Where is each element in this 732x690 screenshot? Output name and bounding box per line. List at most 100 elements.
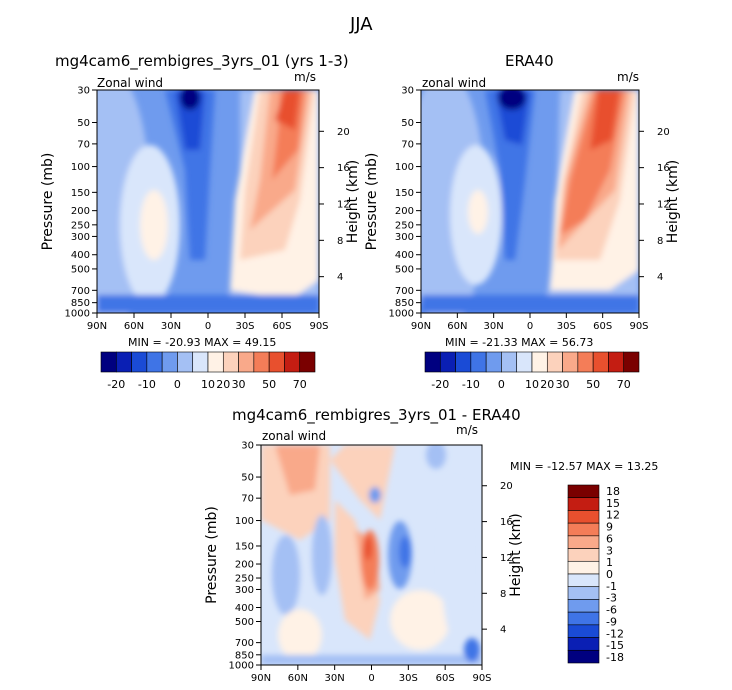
panel2-title: ERA40 bbox=[505, 52, 554, 70]
p-tick-label: 250 bbox=[395, 220, 414, 231]
colorbar-label: -10 bbox=[138, 378, 156, 391]
y-axis-title: Pressure (mb) bbox=[364, 153, 380, 251]
p-tick-label: 1000 bbox=[389, 309, 414, 320]
p-tick-label: 700 bbox=[71, 286, 90, 297]
colorbar-label: 3 bbox=[606, 544, 613, 557]
x-tick-label: 60N bbox=[288, 673, 308, 684]
colorbar-box bbox=[222, 351, 239, 373]
colorbar-box bbox=[567, 510, 600, 524]
p-tick-label: 500 bbox=[395, 264, 414, 275]
colorbar-label: -15 bbox=[606, 639, 624, 652]
h-tick-label: 4 bbox=[500, 625, 506, 636]
colorbar-label: 12 bbox=[606, 509, 620, 522]
x-tick-label: 90S bbox=[309, 321, 328, 332]
panel1-plot bbox=[97, 90, 319, 313]
panel2-variable: zonal wind bbox=[422, 76, 487, 90]
x-tick-label: 30N bbox=[325, 673, 345, 684]
colorbar-label: 1 bbox=[606, 556, 613, 569]
p-tick-label: 200 bbox=[395, 206, 414, 217]
colorbar-box bbox=[253, 351, 270, 373]
h-tick-label: 20 bbox=[657, 127, 670, 138]
h-tick-label: 4 bbox=[337, 272, 343, 283]
x-tick-label: 30N bbox=[484, 321, 504, 332]
x-tick-label: 60S bbox=[436, 673, 455, 684]
p-tick-label: 30 bbox=[241, 441, 254, 452]
colorbar-label: 10 bbox=[525, 378, 539, 391]
p-tick-label: 200 bbox=[71, 206, 90, 217]
colorbar-box bbox=[562, 351, 579, 373]
p-tick-label: 300 bbox=[235, 585, 254, 596]
colorbar-box bbox=[567, 497, 600, 511]
p-tick-label: 100 bbox=[235, 516, 254, 527]
colorbar-label: 15 bbox=[606, 497, 620, 510]
p-tick-label: 50 bbox=[241, 473, 254, 484]
h-tick-label: 20 bbox=[337, 127, 350, 138]
colorbar-label: 30 bbox=[556, 378, 570, 391]
colorbar-label: -20 bbox=[107, 378, 125, 391]
colorbar-box bbox=[577, 351, 594, 373]
colorbar-label: 18 bbox=[606, 485, 620, 498]
p-tick-label: 70 bbox=[401, 139, 414, 150]
colorbar-label: -3 bbox=[606, 592, 617, 605]
p-tick-label: 850 bbox=[71, 298, 90, 309]
p-tick-label: 30 bbox=[401, 86, 414, 97]
colorbar-box bbox=[501, 351, 518, 373]
colorbar-box bbox=[546, 351, 563, 373]
colorbar-label: 30 bbox=[232, 378, 246, 391]
p-tick-label: 850 bbox=[395, 298, 414, 309]
colorbar-label: -12 bbox=[606, 627, 624, 640]
p-tick-label: 200 bbox=[235, 560, 254, 571]
colorbar-box bbox=[238, 351, 255, 373]
panel1-units: m/s bbox=[294, 70, 316, 84]
colorbar-box bbox=[567, 637, 600, 651]
colorbar-box bbox=[592, 351, 609, 373]
p-tick-label: 400 bbox=[395, 250, 414, 261]
p-tick-label: 100 bbox=[71, 162, 90, 173]
p-tick-label: 150 bbox=[395, 188, 414, 199]
p-tick-label: 30 bbox=[77, 86, 90, 97]
colorbar-box bbox=[439, 351, 456, 373]
p-tick-label: 250 bbox=[71, 220, 90, 231]
colorbar-layer: -20 -10 0 10 20 30 50 70 -20 -10 0 10 20 30 50 70181512… bbox=[100, 351, 640, 664]
colorbar-box bbox=[608, 351, 625, 373]
panel2-units: m/s bbox=[617, 70, 639, 84]
y-axis-title: Pressure (mb) bbox=[204, 506, 220, 604]
colorbar-box bbox=[567, 484, 600, 499]
h-tick-label: 4 bbox=[657, 272, 663, 283]
colorbar-box bbox=[567, 649, 600, 664]
colorbar-box bbox=[567, 599, 600, 613]
h-tick-label: 16 bbox=[657, 163, 670, 174]
colorbar-box bbox=[424, 351, 441, 373]
x-tick-label: 90N bbox=[411, 321, 431, 332]
p-tick-label: 500 bbox=[71, 264, 90, 275]
panel3-units: m/s bbox=[456, 423, 478, 437]
x-tick-label: 60N bbox=[447, 321, 467, 332]
colorbar-label: 0 bbox=[498, 378, 505, 391]
p-tick-label: 250 bbox=[235, 574, 254, 585]
colorbar-box bbox=[516, 351, 533, 373]
p-tick-label: 70 bbox=[77, 139, 90, 150]
p-tick-label: 50 bbox=[77, 118, 90, 129]
x-tick-label: 30S bbox=[557, 321, 576, 332]
panel2-plot bbox=[421, 90, 639, 313]
p-tick-label: 70 bbox=[241, 494, 254, 505]
colorbar-box bbox=[567, 548, 600, 562]
x-tick-label: 90S bbox=[629, 321, 648, 332]
x-tick-label: 90S bbox=[472, 673, 491, 684]
colorbar-box bbox=[567, 573, 600, 588]
panel3-stats: MIN = -12.57 MAX = 13.25 bbox=[510, 460, 659, 473]
colorbar-label: -18 bbox=[606, 651, 624, 664]
colorbar-box bbox=[146, 351, 163, 373]
x-tick-label: 30S bbox=[235, 321, 254, 332]
h-tick-label: 12 bbox=[337, 199, 350, 210]
panel1-stats: MIN = -20.93 MAX = 49.15 bbox=[128, 336, 277, 349]
y-axis-title: Pressure (mb) bbox=[40, 153, 56, 251]
p-tick-label: 400 bbox=[235, 603, 254, 614]
colorbar-box bbox=[531, 351, 548, 373]
x-tick-label: 30N bbox=[161, 321, 181, 332]
colorbar-box bbox=[268, 351, 285, 373]
panel3-variable: zonal wind bbox=[262, 429, 327, 443]
colorbar-box bbox=[485, 351, 502, 373]
colorbar-label: -20 bbox=[431, 378, 449, 391]
